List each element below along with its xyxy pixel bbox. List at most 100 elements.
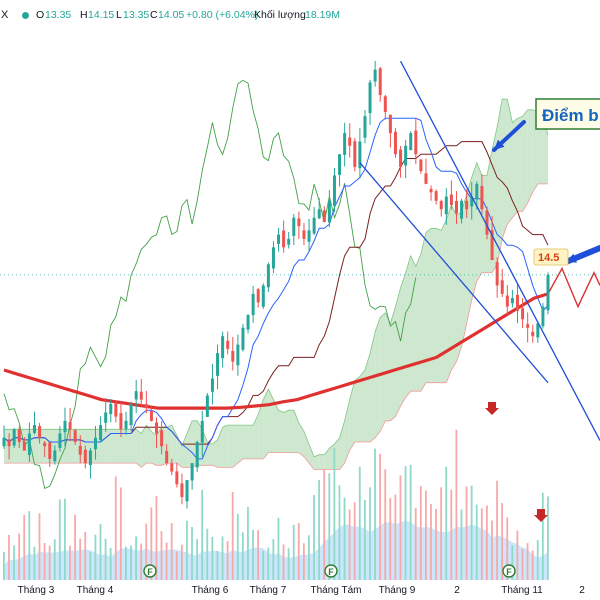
cloud-segment: [451, 205, 457, 371]
candle-body: [139, 391, 143, 400]
volume-bar: [8, 534, 10, 580]
volume-bar: [480, 508, 483, 580]
cloud-segment: [507, 99, 513, 225]
cloud-segment: [258, 399, 264, 459]
volume-bar: [399, 475, 402, 580]
open-label: O: [36, 9, 45, 21]
candle-body: [83, 449, 87, 464]
candle-body: [485, 210, 489, 235]
candle-body: [454, 200, 458, 214]
candle-body: [358, 141, 362, 169]
volume-bar: [353, 502, 356, 580]
cloud-segment: [420, 232, 426, 392]
cloud-segment: [263, 389, 269, 459]
candle-body: [460, 200, 464, 219]
cloud-segment: [309, 444, 315, 470]
volume-bar: [58, 499, 61, 580]
cloud-segment: [110, 429, 116, 464]
cloud-segment: [126, 429, 132, 464]
candle-body: [114, 403, 118, 417]
cloud-segment: [349, 380, 355, 451]
candle-body: [155, 422, 159, 434]
price-arrow-icon: [563, 245, 600, 265]
cloud-segment: [375, 317, 381, 438]
volume-bar: [28, 511, 31, 580]
earnings-marker-label: F: [506, 567, 512, 577]
volume-bar: [419, 486, 422, 580]
candle-body: [500, 280, 504, 294]
volume-bar: [53, 539, 56, 580]
candle-body: [378, 68, 382, 96]
candle-body: [160, 430, 164, 447]
candle-body: [404, 145, 408, 166]
cloud-segment: [242, 425, 249, 459]
earnings-marker-circle: [143, 564, 157, 578]
candle-body: [256, 289, 260, 303]
volume-bar: [99, 524, 102, 580]
candle-body: [373, 69, 377, 82]
candle-body: [465, 200, 469, 210]
volume-bar: [450, 489, 453, 580]
cloud-segment: [522, 109, 528, 212]
cloud-segment: [232, 425, 238, 468]
volume-bar: [547, 496, 549, 580]
volume-bar: [516, 530, 519, 580]
trendline-lower: [359, 162, 549, 384]
cloud-segment: [334, 437, 340, 470]
earnings-marker-icon: F: [143, 564, 157, 578]
candle-body: [271, 247, 275, 269]
volume-bar: [302, 543, 305, 580]
volume-bar: [257, 530, 260, 580]
cloud-segment: [120, 429, 127, 464]
volume-bar: [145, 523, 148, 580]
cloud-segment: [461, 194, 467, 347]
volume-bar: [160, 531, 163, 580]
candle-body: [58, 433, 62, 448]
volume-bar: [114, 476, 117, 580]
volume-bar: [333, 447, 336, 580]
price-arrow-icon-head: [566, 253, 577, 263]
volume-bar: [236, 513, 239, 580]
volume-bar: [338, 485, 341, 580]
cloud-segment: [456, 211, 462, 362]
change-value: +0.80 (+6.04%): [186, 9, 259, 21]
cloud-segment: [65, 429, 71, 464]
candle-body: [277, 234, 281, 244]
cloud-segment: [359, 370, 365, 442]
volume-bar: [313, 495, 315, 580]
candle-body: [180, 483, 184, 497]
volume-bar: [196, 539, 198, 580]
volume-bar: [343, 497, 346, 580]
volume-bar: [389, 498, 392, 580]
cloud-segment: [212, 439, 218, 468]
volume-bar: [435, 508, 437, 580]
cloud-segment: [527, 109, 533, 203]
volume-bar: [414, 507, 417, 580]
candle-body: [119, 413, 123, 430]
cloud-segment: [436, 228, 442, 383]
volume-bar: [445, 466, 448, 580]
candle-body: [210, 378, 214, 392]
volume-bar: [363, 499, 366, 580]
volume-bar: [18, 533, 21, 580]
candle-body: [17, 429, 21, 442]
ohlc-header: X O 13.35 H 14.15 L 13.35 C 14.05 +0.80 …: [0, 5, 600, 25]
cloud-segment: [431, 228, 437, 383]
ma-projection: [547, 266, 600, 309]
volume-bar: [186, 520, 188, 580]
volume-bar: [175, 551, 178, 580]
cloud-segment: [425, 228, 432, 383]
cloud-segment: [293, 410, 299, 453]
volume-bar: [104, 538, 107, 580]
candle-body: [236, 344, 240, 366]
volume-bar: [496, 480, 498, 580]
volume-bar: [485, 505, 488, 580]
cloud-segment: [314, 454, 320, 470]
volume-bar: [38, 513, 41, 580]
candle-body: [2, 437, 6, 447]
low-label: L: [116, 9, 122, 21]
close-label: C: [150, 9, 158, 21]
candle-body: [149, 410, 153, 421]
